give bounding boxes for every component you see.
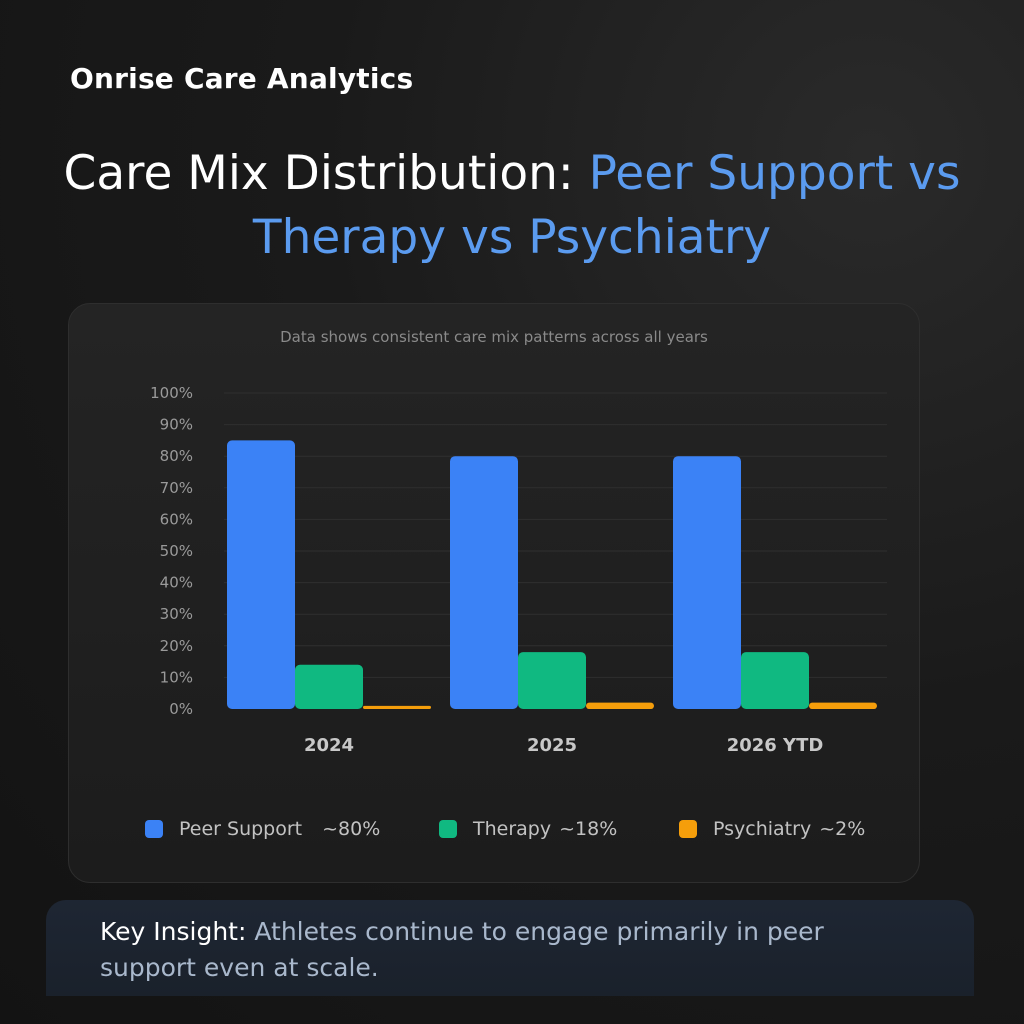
bar-peer-support xyxy=(450,456,518,709)
x-tick-label: 2024 xyxy=(304,735,354,756)
bar-chart: 0% 10% 20% 30% 40% 50% 60% 70% 80% 90% 100% 2024 202… xyxy=(150,384,887,756)
y-tick-label: 100% xyxy=(150,384,193,402)
legend-label: Therapy xyxy=(473,818,552,840)
legend-swatch-psychiatry xyxy=(679,820,697,838)
x-tick-label: 2025 xyxy=(527,735,577,756)
bar-therapy xyxy=(741,652,809,709)
brand-title: Onrise Care Analytics xyxy=(70,62,414,95)
page-title: Care Mix Distribution: Peer Support vs T… xyxy=(40,142,984,270)
y-tick-label: 40% xyxy=(160,574,193,592)
y-tick-label: 20% xyxy=(160,637,193,655)
legend-item-peer-support: Peer Support ~80% xyxy=(145,818,380,840)
legend-value: ~18% xyxy=(559,818,618,840)
insight-label: Key Insight: xyxy=(100,917,247,946)
y-tick-label: 30% xyxy=(160,605,193,623)
title-accent: Peer Support vs Therapy vs Psychiatry xyxy=(252,146,961,265)
y-tick-label: 50% xyxy=(160,542,193,560)
y-tick-label: 60% xyxy=(160,510,193,528)
bar-peer-support xyxy=(227,440,295,709)
bar-therapy xyxy=(518,652,586,709)
chart-legend: Peer Support ~80% Therapy ~18% Psychiatr… xyxy=(69,818,921,848)
y-tick-label: 70% xyxy=(160,479,193,497)
chart-card: Data shows consistent care mix patterns … xyxy=(68,303,920,883)
bar-therapy xyxy=(295,664,363,709)
legend-value: ~80% xyxy=(322,818,381,840)
insight-text: Athletes continue to engage primarily in… xyxy=(100,917,824,982)
title-lead: Care Mix Distribution: xyxy=(63,146,589,201)
bar-psychiatry xyxy=(586,702,654,709)
legend-value: ~2% xyxy=(819,818,866,840)
y-tick-label: 90% xyxy=(160,416,193,434)
bar-psychiatry xyxy=(809,702,877,709)
legend-item-therapy: Therapy ~18% xyxy=(439,818,617,840)
y-tick-label: 0% xyxy=(169,700,193,718)
key-insight-panel: Key Insight: Athletes continue to engage… xyxy=(46,900,974,996)
chart-subtitle: Data shows consistent care mix patterns … xyxy=(280,328,708,346)
legend-item-psychiatry: Psychiatry ~2% xyxy=(679,818,865,840)
bar-psychiatry xyxy=(363,705,431,709)
legend-swatch-therapy xyxy=(439,820,457,838)
x-tick-label: 2026 YTD xyxy=(727,735,824,756)
legend-label: Psychiatry xyxy=(713,818,812,840)
y-tick-label: 10% xyxy=(160,668,193,686)
bar-peer-support xyxy=(673,456,741,709)
legend-swatch-peer-support xyxy=(145,820,163,838)
y-tick-label: 80% xyxy=(160,447,193,465)
legend-label: Peer Support xyxy=(179,818,303,840)
